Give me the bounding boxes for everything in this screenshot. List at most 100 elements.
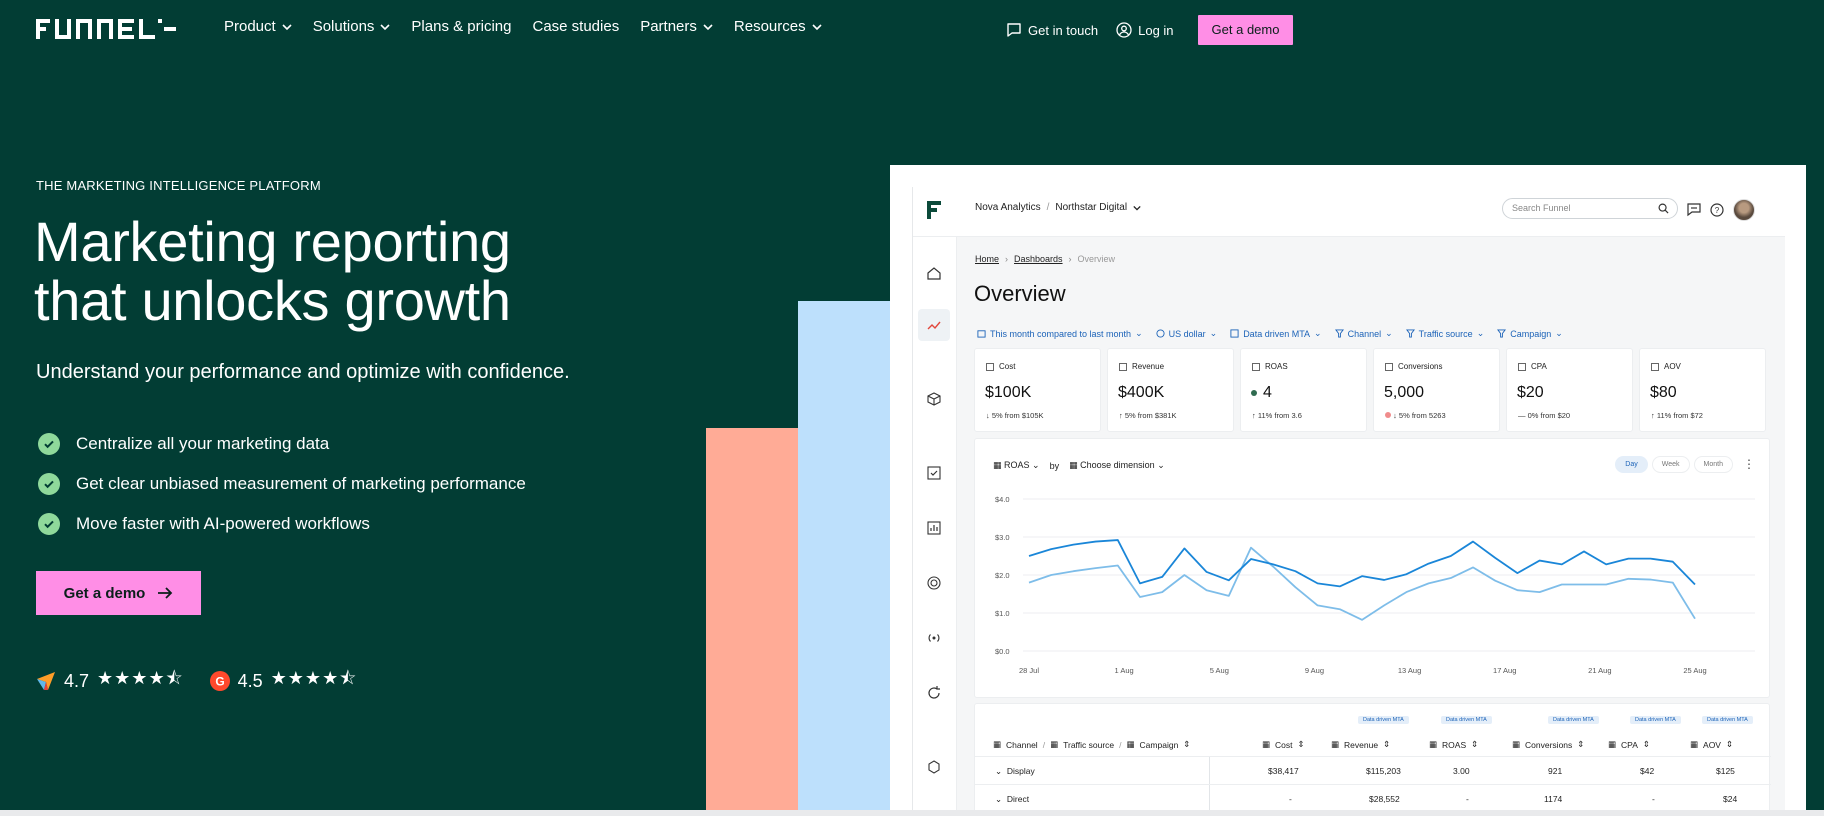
granularity-week[interactable]: Week (1651, 456, 1690, 473)
filter-campaign[interactable]: Campaign ⌄ (1497, 328, 1563, 339)
nav-case-studies[interactable]: Case studies (532, 18, 619, 35)
granularity-month[interactable]: Month (1693, 456, 1733, 473)
chevron-down-icon: ⌄ (1135, 328, 1143, 338)
capterra-icon (37, 672, 55, 690)
check-circle-icon (38, 433, 60, 455)
more-options-icon[interactable]: ⋮ (1743, 457, 1755, 471)
nav-case-studies-label: Case studies (532, 18, 620, 35)
sort-icon: ⇕ (1297, 739, 1305, 749)
filter-currency[interactable]: US dollar ⌄ (1156, 328, 1218, 339)
kpi-card-cost[interactable]: Cost $100K ↓ 5% from $105K (974, 348, 1101, 432)
funnel-logo[interactable] (36, 19, 176, 39)
attribution-tag: Data driven MTA (1630, 716, 1681, 724)
column-header[interactable]: ▦ Cost ⇕ (1262, 739, 1305, 750)
app-sidebar (913, 237, 957, 810)
checklist-icon[interactable] (926, 465, 942, 481)
kpi-value: 4 (1251, 384, 1272, 402)
home-icon[interactable] (926, 265, 942, 281)
kpi-value-text: 4 (1263, 384, 1272, 401)
help-icon[interactable]: ? (1710, 203, 1724, 217)
get-in-touch-link[interactable]: Get in touch (1006, 22, 1098, 38)
column-header[interactable]: ▦ Conversions ⇕ (1512, 739, 1584, 750)
filter-attribution[interactable]: Data driven MTA ⌄ (1230, 328, 1322, 339)
bar-chart-icon[interactable] (926, 520, 942, 536)
metric-icon: ▦ (1690, 739, 1699, 749)
target-icon[interactable] (926, 575, 942, 591)
filter-traffic-source[interactable]: Traffic source ⌄ (1405, 328, 1484, 339)
chevron-down-icon: ⌄ (995, 766, 1003, 776)
refresh-icon[interactable] (926, 685, 942, 701)
filter-date-range[interactable]: This month compared to last month ⌄ (977, 328, 1143, 339)
x-tick-label: 21 Aug (1588, 666, 1611, 675)
cube-icon[interactable] (926, 391, 942, 407)
kpi-delta: — 0% from $20 (1518, 411, 1571, 420)
x-tick-label: 1 Aug (1115, 666, 1134, 675)
user-avatar[interactable] (1733, 199, 1755, 221)
nav-pricing[interactable]: Plans & pricing (411, 18, 511, 35)
filter-label: Channel (1347, 328, 1382, 339)
table-row[interactable]: ⌄ Display $38,417 $115,203 3.00 921 $42 … (975, 756, 1771, 784)
kpi-delta: ↑ 5% from $381K (1119, 411, 1177, 420)
table-row[interactable]: ⌄ Direct - $28,552 - 1174 - $24 (975, 784, 1771, 810)
login-link[interactable]: Log in (1116, 22, 1174, 38)
x-tick-label: 13 Aug (1398, 666, 1421, 675)
kpi-label-text: ROAS (1265, 362, 1288, 371)
kpi-card-revenue[interactable]: Revenue $400K ↑ 5% from $381K (1107, 348, 1234, 432)
bar-chart-icon: ▦ (993, 460, 1002, 470)
kpi-card-conversions[interactable]: Conversions 5,000 ↓ 5% from 5263 (1373, 348, 1500, 432)
settings-hex-icon[interactable] (926, 759, 942, 775)
row-name: Direct (1006, 794, 1030, 804)
kpi-label: AOV (1651, 362, 1681, 371)
capterra-rating[interactable]: 4.7 ★★★★⯪ (36, 666, 184, 696)
chevron-down-icon (380, 23, 390, 30)
kpi-value: $400K (1118, 384, 1165, 401)
breadcrumb-home[interactable]: Home (975, 254, 1000, 264)
get-in-touch-label: Get in touch (1028, 22, 1099, 38)
nav-partners-label: Partners (640, 18, 697, 35)
column-header[interactable]: ▦ CPA ⇕ (1608, 739, 1650, 750)
trending-up-icon[interactable] (926, 317, 942, 333)
kpi-card-cpa[interactable]: CPA $20 — 0% from $20 (1506, 348, 1633, 432)
nav-get-demo-button[interactable]: Get a demo (1197, 15, 1294, 45)
kpi-card-aov[interactable]: AOV $80 ↑ 11% from $72 (1639, 348, 1766, 432)
x-tick-label: 5 Aug (1210, 666, 1229, 675)
series-line[interactable] (1028, 539, 1696, 588)
sort-icon: ⇕ (1642, 739, 1651, 749)
nav-product[interactable]: Product (224, 18, 292, 35)
dimension-icon: ▦ (1069, 460, 1078, 470)
breadcrumb-dashboards[interactable]: Dashboards (1014, 254, 1063, 264)
feature-item: Get clear unbiased measurement of market… (38, 464, 526, 504)
dimension-selector[interactable]: ▦ Choose dimension ⌄ (1069, 460, 1165, 470)
nav-solutions[interactable]: Solutions (313, 18, 391, 35)
funnel-mark-icon[interactable] (927, 201, 943, 219)
column-header[interactable]: ▦ Revenue ⇕ (1331, 739, 1390, 750)
feedback-icon[interactable] (1687, 203, 1701, 217)
granularity-day[interactable]: Day (1615, 456, 1648, 473)
workspace-switcher[interactable]: Nova Analytics / Northstar Digital (975, 202, 1141, 213)
column-header[interactable]: ▦ ROAS ⇕ (1429, 739, 1478, 750)
series-line[interactable] (1028, 546, 1696, 621)
svg-text:?: ? (1715, 206, 1720, 215)
top-nav: Product Solutions Plans & pricing Case s… (0, 0, 1824, 56)
column-divider (1209, 756, 1210, 810)
hero-get-demo-button[interactable]: Get a demo (36, 571, 201, 615)
filter-channel[interactable]: Channel ⌄ (1334, 328, 1393, 339)
column-header[interactable]: ▦ AOV ⇕ (1690, 739, 1733, 750)
dimension-header[interactable]: ▦ Channel / ▦ Traffic source / ▦ Campaign ⇕ (993, 739, 1191, 750)
x-tick-label: 25 Aug (1683, 666, 1706, 675)
metric-selector[interactable]: ▦ ROAS ⌄ (993, 460, 1040, 470)
table-cell: 921 (1548, 766, 1563, 776)
g2-rating[interactable]: G 4.5 ★★★★⯪ (209, 666, 358, 696)
chevron-down-icon: ⌄ (1209, 328, 1218, 338)
broadcast-icon[interactable] (926, 630, 942, 646)
search-input[interactable]: Search Funnel (1502, 198, 1678, 219)
sort-icon: ⇕ (1471, 739, 1479, 749)
login-label: Log in (1138, 22, 1174, 38)
nav-resources[interactable]: Resources (734, 18, 822, 35)
g2-icon: G (209, 671, 230, 691)
eyebrow-text: THE MARKETING INTELLIGENCE PLATFORM (36, 178, 321, 193)
column-header-label: Revenue (1344, 739, 1379, 750)
kpi-card-roas[interactable]: ROAS 4 ↑ 11% from 3.6 (1240, 348, 1367, 432)
nav-solutions-label: Solutions (312, 18, 375, 35)
nav-partners[interactable]: Partners (640, 18, 713, 35)
